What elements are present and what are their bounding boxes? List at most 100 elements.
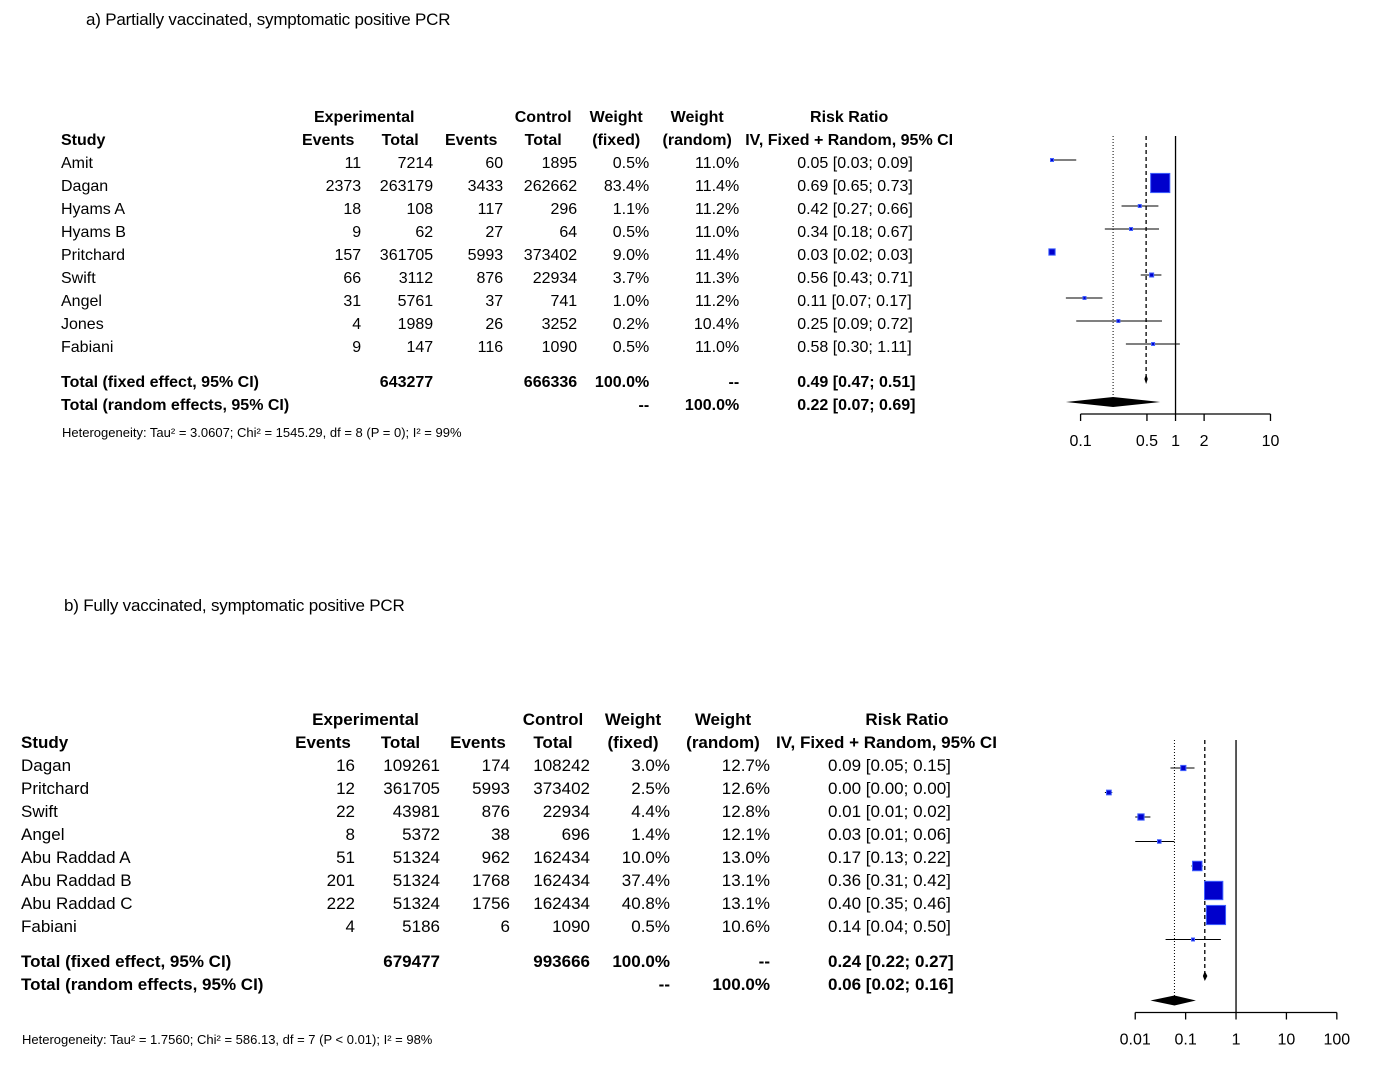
header-weight-fixed: Weight <box>604 710 662 729</box>
weight-random: 13.1% <box>721 871 770 890</box>
study-box <box>1149 272 1155 278</box>
study-box <box>1050 158 1054 162</box>
exp-total: 108 <box>406 201 434 218</box>
weight-fixed: 40.8% <box>621 894 670 913</box>
ctrl-events: 26 <box>485 316 504 333</box>
ctrl-events: 27 <box>485 224 504 241</box>
exp-total: 263179 <box>379 178 434 195</box>
panel-a-table: Experimental Control Weight Weight Risk … <box>58 106 956 417</box>
study-box <box>1203 880 1224 901</box>
risk-ratio-ci: 0.01 [0.01; 0.02] <box>828 802 951 821</box>
x-tick-label: 10 <box>1278 1032 1296 1049</box>
study-name: Pritchard <box>21 779 90 798</box>
ctrl-total: 22934 <box>542 802 590 821</box>
empty-cell <box>436 394 506 417</box>
weight-fixed: 3.0% <box>631 756 670 775</box>
table-row: Dagan 16 109261 174 108242 3.0% 12.7% 0.09 [0.0… <box>18 754 1041 777</box>
exp-total: 361705 <box>383 779 440 798</box>
risk-ratio-ci: 0.03 [0.02; 0.03] <box>797 247 913 264</box>
ctrl-total: 696 <box>561 825 590 844</box>
exp-total: 1989 <box>397 316 434 333</box>
exp-events: 4 <box>345 917 355 936</box>
exp-events: 66 <box>343 270 362 287</box>
ctrl-events: 876 <box>481 802 510 821</box>
exp-events: 9 <box>352 224 362 241</box>
risk-ratio-ci: 0.25 [0.09; 0.72] <box>797 316 913 333</box>
header-method: IV, Fixed + Random, 95% CI <box>745 132 954 149</box>
header-fixed: (fixed) <box>607 733 659 752</box>
weight-fixed: 100.0% <box>612 952 670 971</box>
study-name: Fabiani <box>61 339 114 356</box>
exp-events: 16 <box>336 756 355 775</box>
table-row: Abu Raddad C 222 51324 1756 162434 40.8% 13.1%… <box>18 892 1041 915</box>
exp-total: 147 <box>406 339 434 356</box>
weight-random: 12.1% <box>721 825 770 844</box>
table-row: Fabiani 9 147 116 1090 0.5% 11.0% 0.58 [0.30; 1… <box>58 336 956 359</box>
exp-events: 8 <box>345 825 355 844</box>
x-tick-label: 1 <box>1232 1032 1241 1049</box>
empty-cell <box>292 394 364 417</box>
exp-total: 361705 <box>379 247 434 264</box>
study-box <box>1129 227 1134 231</box>
risk-ratio-ci: 0.22 [0.07; 0.69] <box>797 397 916 414</box>
random-effect-diamond <box>1065 397 1161 407</box>
empty-cell <box>358 973 443 996</box>
fixed-effect-row: Total (fixed effect, 95% CI) 679477 993666… <box>18 950 1041 973</box>
exp-events: 12 <box>336 779 355 798</box>
ctrl-total: 1090 <box>541 339 578 356</box>
random-effect-diamond <box>1150 995 1196 1006</box>
exp-total: 51324 <box>392 848 440 867</box>
weight-fixed: -- <box>658 975 670 994</box>
study-box <box>1137 204 1142 208</box>
panel-a: a) Partially vaccinated, symptomatic pos… <box>0 0 1379 540</box>
header-study: Study <box>21 733 69 752</box>
weight-random: 12.6% <box>721 779 770 798</box>
ctrl-events: 37 <box>485 293 504 310</box>
x-tick-label: 0.1 <box>1069 433 1091 450</box>
weight-random: -- <box>728 374 740 391</box>
ctrl-total: 373402 <box>533 779 590 798</box>
ctrl-total: 22934 <box>532 270 578 287</box>
header-weight-random: Weight <box>670 109 724 126</box>
random-effects-row: Total (random effects, 95% CI) -- 100.0% 0.… <box>18 973 1041 996</box>
exp-total: 51324 <box>392 894 440 913</box>
header-total: Total <box>381 132 419 149</box>
exp-events: 18 <box>343 201 362 218</box>
study-name: Swift <box>61 270 96 287</box>
empty-cell <box>443 950 513 973</box>
fixed-effect-diamond <box>1144 374 1148 384</box>
risk-ratio-ci: 0.40 [0.35; 0.46] <box>828 894 951 913</box>
study-box <box>1106 789 1112 796</box>
header-total: Total <box>524 132 562 149</box>
risk-ratio-ci: 0.56 [0.43; 0.71] <box>797 270 913 287</box>
ctrl-events: 38 <box>491 825 510 844</box>
ctrl-events: 3433 <box>467 178 504 195</box>
weight-fixed: 0.2% <box>612 316 650 333</box>
empty-cell <box>288 973 358 996</box>
study-box <box>1151 342 1156 346</box>
study-name: Abu Raddad A <box>21 848 131 867</box>
weight-random: 11.0% <box>695 155 740 172</box>
empty-cell <box>288 950 358 973</box>
weight-random: 12.8% <box>721 802 770 821</box>
fixed-effect-diamond <box>1202 971 1208 981</box>
ctrl-events: 6 <box>500 917 510 936</box>
weight-random: -- <box>758 952 770 971</box>
header-events: Events <box>444 132 498 149</box>
study-box <box>1191 860 1203 872</box>
x-tick-label: 2 <box>1200 433 1209 450</box>
empty-cell <box>506 394 580 417</box>
study-name: Swift <box>21 802 58 821</box>
table-row: Abu Raddad B 201 51324 1768 162434 37.4% 13.1%… <box>18 869 1041 892</box>
exp-events: 157 <box>334 247 362 264</box>
x-tick-label: 100 <box>1323 1032 1350 1049</box>
study-box <box>1180 764 1187 772</box>
header-weight-random: Weight <box>694 710 752 729</box>
weight-fixed: 1.0% <box>612 293 650 310</box>
weight-fixed: 10.0% <box>621 848 670 867</box>
weight-random: 11.2% <box>695 201 740 218</box>
ctrl-total: 741 <box>550 293 578 310</box>
ctrl-total: 993666 <box>533 952 590 971</box>
ctrl-total: 162434 <box>533 848 590 867</box>
random-effects-label: Total (random effects, 95% CI) <box>61 397 290 414</box>
